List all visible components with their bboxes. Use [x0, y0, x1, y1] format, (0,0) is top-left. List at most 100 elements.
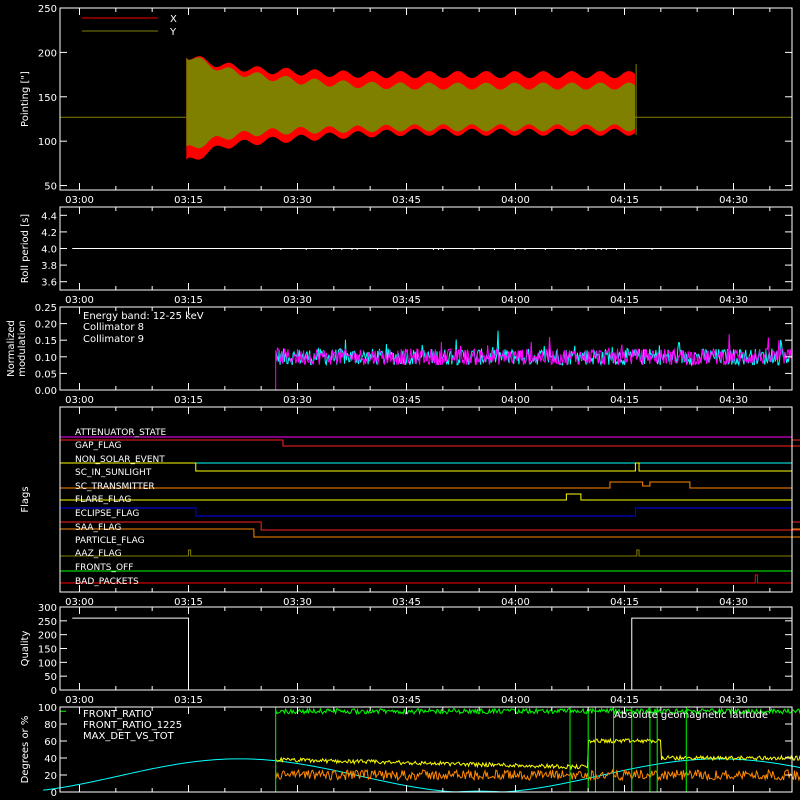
x-tick-label: 03:15	[174, 195, 203, 206]
x-tick-label: 03:45	[392, 295, 421, 306]
x-tick-label: 04:30	[719, 295, 748, 306]
legend-label-max-det-vs-tot: MAX_DET_VS_TOT	[83, 731, 175, 742]
x-tick-label: 03:45	[392, 395, 421, 406]
legend-label-y: Y	[169, 27, 177, 38]
modulation-line-9	[275, 334, 792, 366]
x-tick-label: 03:30	[283, 295, 312, 306]
x-tick-label: 03:30	[283, 195, 312, 206]
panel-frame	[59, 306, 793, 391]
legend-label-front-ratio-1225: FRONT_RATIO_1225	[83, 720, 182, 731]
y-tick-label: 4.2	[41, 228, 57, 239]
y-tick-label: 0.25	[35, 303, 57, 314]
y-axis-label: Degrees or %	[20, 716, 31, 784]
y-tick-label: 3.8	[41, 261, 57, 272]
flag-label-gap-flag: GAP_FLAG	[75, 441, 121, 451]
y-tick-label: 150	[38, 93, 57, 104]
x-tick-label: 04:00	[501, 597, 530, 608]
x-tick-label: 03:15	[174, 695, 203, 706]
y-tick-label: 250	[38, 617, 57, 628]
y-tick-label: 80	[44, 720, 57, 731]
flag-line-eclipse-flag	[60, 507, 792, 517]
flag-label-sc-in-sunlight: SC_IN_SUNLIGHT	[75, 468, 152, 478]
y-axis-label: Normalized	[6, 320, 17, 377]
panel-frame	[59, 606, 793, 691]
y-tick-label: 200	[38, 631, 57, 642]
x-tick-label: 04:30	[719, 597, 748, 608]
x-tick-label: 04:15	[610, 395, 639, 406]
legend-label-collimator-9: Collimator 9	[83, 334, 144, 345]
flag-label-bad-packets: BAD_PACKETS	[75, 577, 139, 587]
y-tick-label: 250	[38, 4, 57, 15]
x-tick-label: 03:00	[65, 295, 94, 306]
front-ratio-1225-line	[275, 707, 800, 716]
x-tick-label: 03:15	[174, 597, 203, 608]
x-tick-label: 04:15	[610, 295, 639, 306]
flag-line-sc-in-sunlight	[60, 462, 792, 472]
x-tick-label: 03:00	[65, 597, 94, 608]
x-tick-label: 03:45	[392, 695, 421, 706]
legend-label-front-ratio: FRONT_RATIO	[83, 709, 152, 720]
y-tick-label: 3.6	[41, 278, 57, 289]
y-tick-label: 20	[44, 771, 57, 782]
x-tick-label: 04:00	[501, 195, 530, 206]
panel-frame	[59, 706, 793, 793]
flag-line-flare-flag	[60, 493, 792, 501]
y-tick-label: 300	[38, 603, 57, 614]
x-tick-label: 03:15	[174, 295, 203, 306]
max-det-vs-tot-line	[275, 768, 800, 782]
y-tick-label: 0.20	[35, 320, 57, 331]
y-tick-label: 0	[51, 788, 57, 799]
x-tick-label: 03:00	[65, 695, 94, 706]
x-tick-label: 03:30	[283, 597, 312, 608]
panel-frame	[59, 7, 793, 191]
y-tick-label: 100	[38, 703, 57, 714]
flag-line-saa-flag	[60, 521, 800, 531]
y-tick-label: 50	[44, 672, 57, 683]
geomagnetic-latitude-label: Absolute geomagnetic latitude	[614, 710, 768, 721]
y-axis-label: Roll period [s]	[20, 214, 31, 283]
y-tick-label: 0.10	[35, 353, 57, 364]
flag-label-flare-flag: FLARE_FLAG	[75, 495, 131, 505]
y-tick-label: 4.4	[41, 211, 57, 222]
quality-line	[72, 617, 792, 691]
flag-line-particle-flag	[60, 528, 800, 538]
x-tick-label: 04:15	[610, 195, 639, 206]
y-axis-label: Flags	[20, 486, 31, 512]
flag-line-sc-transmitter	[60, 481, 792, 489]
flag-label-eclipse-flag: ECLIPSE_FLAG	[75, 509, 139, 519]
legend-label-collimator-8: Collimator 8	[83, 322, 144, 333]
flag-label-attenuator-state: ATTENUATOR_STATE	[75, 428, 167, 438]
panel-frame	[59, 406, 793, 593]
flag-label-sc-transmitter: SC_TRANSMITTER	[75, 482, 155, 492]
x-tick-label: 03:15	[174, 395, 203, 406]
x-tick-label: 04:00	[501, 295, 530, 306]
x-tick-label: 04:30	[719, 395, 748, 406]
y-tick-label: 60	[44, 737, 57, 748]
y-tick-label: 40	[44, 754, 57, 765]
x-tick-label: 04:15	[610, 597, 639, 608]
front-ratio-line	[275, 737, 800, 771]
x-tick-label: 04:00	[501, 395, 530, 406]
x-tick-label: 04:30	[719, 195, 748, 206]
flag-line-bad-packets	[60, 574, 792, 584]
pointing-band-y	[186, 57, 636, 149]
x-tick-label: 04:00	[501, 695, 530, 706]
y-tick-label: 150	[38, 645, 57, 656]
flag-line-aaz-flag	[60, 549, 792, 557]
x-tick-label: 03:00	[65, 395, 94, 406]
flag-label-saa-flag: SAA_FLAG	[75, 523, 121, 533]
y-tick-label: 0.00	[35, 386, 57, 397]
x-tick-label: 04:15	[610, 695, 639, 706]
y-tick-label: 0.05	[35, 369, 57, 380]
x-tick-label: 03:30	[283, 695, 312, 706]
flag-label-fronts-off: FRONTS_OFF	[75, 563, 133, 573]
y-tick-label: 50	[44, 182, 57, 193]
y-tick-label: 200	[38, 48, 57, 59]
flag-label-aaz-flag: AAZ_FLAG	[75, 549, 122, 559]
x-tick-label: 03:45	[392, 195, 421, 206]
y-axis-label: Pointing ["]	[20, 71, 31, 127]
legend-label-x: X	[170, 14, 177, 25]
y-tick-label: 0	[51, 686, 57, 697]
flag-label-particle-flag: PARTICLE_FLAG	[75, 536, 145, 546]
